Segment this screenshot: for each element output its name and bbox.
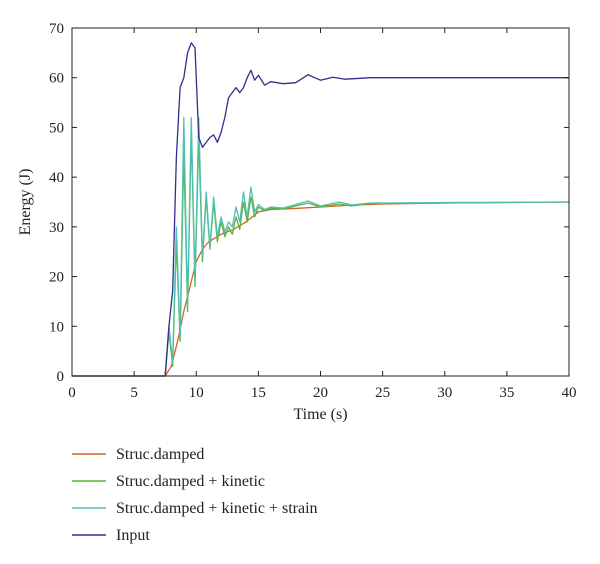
legend-label-2: Struc.damped + kinetic + strain [116, 500, 318, 517]
y-tick-label: 40 [49, 170, 64, 186]
x-tick-label: 30 [437, 385, 452, 401]
y-tick-label: 70 [49, 21, 64, 37]
x-tick-label: 25 [375, 385, 390, 401]
y-tick-label: 50 [49, 120, 64, 136]
legend-label-1: Struc.damped + kinetic [116, 473, 265, 490]
x-tick-label: 35 [499, 385, 514, 401]
legend-label-3: Input [116, 527, 150, 544]
series-line-2 [72, 116, 570, 377]
x-tick-label: 40 [562, 385, 577, 401]
x-tick-label: 5 [130, 385, 138, 401]
y-tick-label: 60 [49, 71, 64, 87]
y-tick-label: 30 [49, 220, 64, 236]
x-tick-label: 15 [251, 385, 266, 401]
y-tick-label: 0 [57, 369, 65, 385]
y-tick-label: 20 [49, 270, 64, 286]
ticks-layer: 0 5 10 15 20 25 30 35 40 0 10 20 30 40 50 60 70 [49, 21, 577, 401]
series-line-1 [72, 131, 570, 377]
series-line-3 [72, 42, 569, 377]
x-tick-label: 20 [313, 385, 328, 401]
y-tick-label: 10 [49, 319, 64, 335]
y-axis-title: Energy (J) [17, 169, 34, 236]
series-layer [72, 42, 570, 377]
x-axis-title: Time (s) [293, 406, 347, 423]
series-line-0 [72, 201, 570, 377]
legend-label-0: Struc.damped [116, 446, 204, 463]
legend: Struc.damped Struc.damped + kinetic Struc.… [72, 446, 318, 544]
x-tick-label: 10 [189, 385, 204, 401]
x-tick-label: 0 [68, 385, 76, 401]
